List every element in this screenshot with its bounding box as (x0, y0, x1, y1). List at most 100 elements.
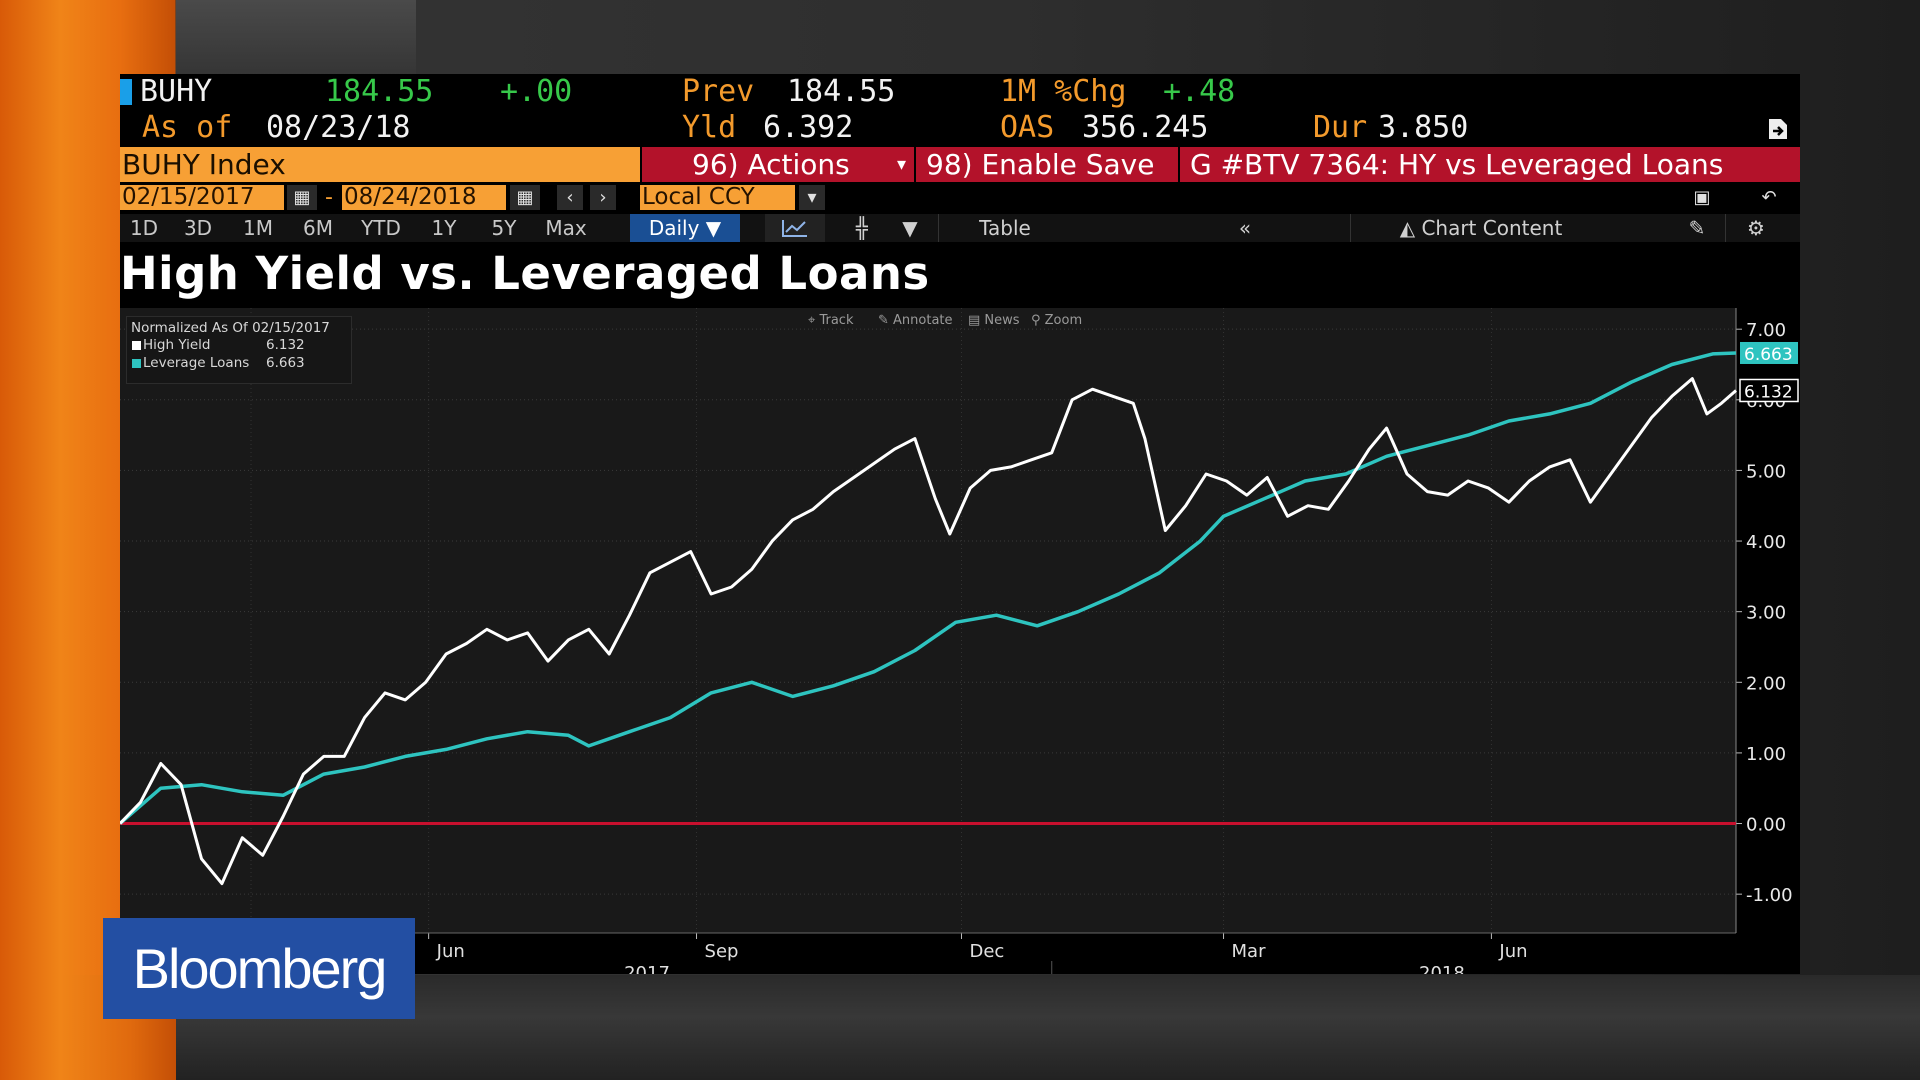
studio-light-panel (176, 0, 416, 75)
change-1m-label: 1M %Chg (1000, 74, 1127, 109)
legend-label-high-yield: High Yield (143, 337, 211, 353)
enable-save-button[interactable]: 98) Enable Save (916, 147, 1178, 182)
bloomberg-logo-text: Bloomberg (132, 937, 388, 1000)
y-tick-label: 7.00 (1746, 320, 1786, 341)
period-6m[interactable]: 6M (303, 216, 333, 240)
duration-label: Dur (1313, 110, 1368, 145)
yield-value: 6.392 (763, 110, 854, 145)
edit-icon[interactable]: ✎ (1688, 216, 1706, 240)
chart-title: High Yield vs. Leveraged Loans (120, 247, 930, 300)
calendar-icon[interactable]: ▦ (287, 185, 317, 210)
chart-name-field[interactable]: G #BTV 7364: HY vs Leveraged Loans (1180, 147, 1800, 182)
export-icon[interactable] (1765, 116, 1791, 142)
x-tick-label: Mar (1232, 941, 1267, 962)
tool-news-label: News (984, 313, 1020, 328)
chart-area: 7.006.005.004.003.002.001.000.00-1.00Jun… (120, 308, 1800, 974)
line-chart-icon[interactable] (765, 214, 825, 242)
quote-stats-row: As of 08/23/18 Yld 6.392 OAS 356.245 Dur… (120, 110, 1800, 146)
x-tick-label: Jun (436, 941, 465, 962)
legend-value-leverage-loans: 6.663 (266, 355, 305, 371)
range-separator: - (325, 185, 333, 210)
actions-menu[interactable]: 96) Actions ▾ (642, 147, 914, 182)
oas-value: 356.245 (1082, 110, 1209, 145)
last-value-label-high-yield: 6.132 (1744, 382, 1793, 402)
date-range-bar: 02/15/2017 ▦ - 08/24/2018 ▦ ‹ › Local CC… (120, 184, 1800, 211)
security-field[interactable]: BUHY Index (120, 147, 640, 182)
x-tick-label: Sep (705, 941, 739, 962)
period-3d[interactable]: 3D (183, 216, 213, 240)
tool-annotate-label: Annotate (893, 313, 953, 328)
bloomberg-terminal-window: BUHY 184.55 +.00 Prev 184.55 1M %Chg +.4… (120, 74, 1800, 974)
y-tick-label: 1.00 (1746, 744, 1786, 765)
last-value-tag-leverage-loans (1740, 341, 1798, 364)
chevron-down-icon[interactable]: ▾ (799, 185, 825, 210)
last-value-label-leverage-loans: 6.663 (1744, 345, 1793, 365)
y-tick-label: 2.00 (1746, 673, 1786, 694)
duration-value: 3.850 (1378, 110, 1469, 145)
legend-swatch-leverage-loans (132, 359, 141, 368)
ticker-marker (120, 79, 132, 105)
tool-news[interactable]: ▤ News (968, 313, 1020, 328)
legend: Normalized As Of 02/15/2017 High Yield 6… (126, 316, 352, 384)
x-tick-label: Dec (969, 941, 1004, 962)
start-date-input[interactable]: 02/15/2017 (120, 185, 284, 210)
y-tick-label: 4.00 (1746, 532, 1786, 553)
chart-content-icon: ◭ (1399, 216, 1422, 240)
asof-label: As of (142, 110, 233, 145)
calendar-icon[interactable]: ▦ (510, 185, 540, 210)
chevron-left-icon[interactable]: ‹ (557, 185, 583, 210)
last-value-tag-high-yield (1739, 378, 1799, 403)
legend-header: Normalized As Of 02/15/2017 (131, 320, 330, 336)
chevron-down-icon: ▼ (705, 216, 722, 240)
window-icon[interactable]: ▣ (1693, 187, 1711, 208)
legend-swatch-high-yield (132, 341, 141, 350)
frequency-select[interactable]: Daily ▼ (630, 214, 740, 242)
chart-canvas[interactable]: 7.006.005.004.003.002.001.000.00-1.00Jun… (120, 308, 1800, 974)
bloomberg-logo: Bloomberg (103, 918, 415, 1019)
frequency-label: Daily (648, 216, 700, 240)
legend-label-leverage-loans: Leverage Loans (143, 355, 250, 371)
x-year-label: 2018 (1419, 963, 1465, 974)
period-toolbar: 1D 3D 1M 6M YTD 1Y 5Y Max Daily ▼ ╬ ▼ Ta… (120, 214, 1800, 242)
y-tick-label: 0.00 (1746, 815, 1786, 836)
tool-track-label: Track (819, 313, 854, 328)
x-tick-label: Jun (1498, 941, 1527, 962)
y-tick-label: 5.00 (1746, 461, 1786, 482)
actions-label: 96) Actions (692, 148, 850, 181)
chevron-down-icon: ▾ (896, 154, 906, 175)
chart-content-button[interactable]: ◭ Chart Content (1350, 214, 1611, 242)
asof-value: 08/23/18 (266, 110, 411, 145)
series-line-leverage-loans (120, 351, 1737, 825)
period-ytd[interactable]: YTD (361, 216, 401, 240)
period-1y[interactable]: 1Y (431, 216, 457, 240)
tool-zoom[interactable]: ⚲ Zoom (1031, 313, 1083, 328)
prev-value: 184.55 (787, 74, 896, 109)
change-1m-value: +.48 (1163, 74, 1236, 109)
period-1m[interactable]: 1M (243, 216, 273, 240)
period-max[interactable]: Max (545, 216, 587, 240)
undo-icon[interactable]: ↶ (1761, 187, 1777, 208)
gear-icon[interactable]: ⚙ (1725, 214, 1786, 242)
bar-style-icon[interactable]: ╬ (855, 216, 869, 240)
period-5y[interactable]: 5Y (491, 216, 517, 240)
last-price: 184.55 (325, 74, 434, 109)
chevron-right-icon[interactable]: › (590, 185, 616, 210)
table-button[interactable]: Table (938, 214, 1071, 242)
yield-label: Yld (682, 110, 737, 145)
collapse-icon[interactable]: « (1238, 216, 1252, 240)
plot-background (120, 308, 1736, 933)
y-tick-label: -1.00 (1746, 885, 1793, 906)
y-tick-label: 3.00 (1746, 603, 1786, 624)
quote-header-row: BUHY 184.55 +.00 Prev 184.55 1M %Chg +.4… (120, 74, 1800, 110)
tool-track[interactable]: ⌖ Track (808, 313, 854, 328)
chevron-down-icon[interactable]: ▼ (902, 216, 918, 240)
tool-annotate[interactable]: ✎ Annotate (878, 313, 953, 328)
period-1d[interactable]: 1D (129, 216, 159, 240)
currency-select[interactable]: Local CCY (640, 185, 795, 210)
oas-label: OAS (1000, 110, 1055, 145)
price-change: +.00 (500, 74, 573, 109)
end-date-input[interactable]: 08/24/2018 (342, 185, 506, 210)
prev-label: Prev (682, 74, 755, 109)
ticker: BUHY (140, 74, 213, 109)
tool-zoom-label: Zoom (1044, 313, 1083, 328)
